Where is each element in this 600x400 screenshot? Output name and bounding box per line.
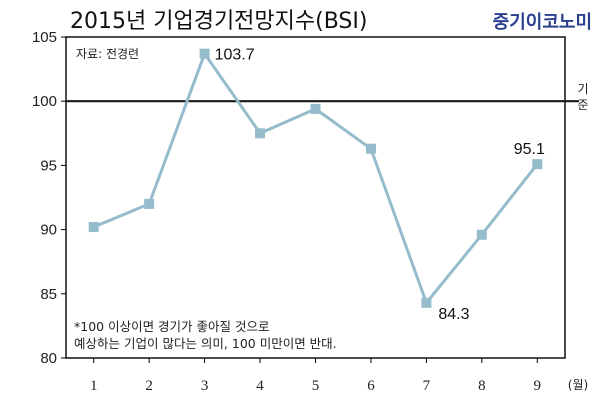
plot-frame — [65, 36, 566, 359]
source-label: 자료: 전경련 — [76, 47, 139, 61]
x-axis-unit: (월) — [568, 378, 588, 392]
data-label: 95.1 — [514, 141, 545, 158]
y-tick-label: 105 — [32, 29, 57, 46]
data-point-marker — [365, 143, 376, 154]
x-tick-label: 4 — [256, 378, 264, 394]
x-tick-label: 2 — [145, 378, 153, 394]
baseline-label-char-2: 준 — [577, 98, 588, 112]
data-point-marker — [532, 159, 543, 170]
data-point-marker — [421, 297, 432, 308]
chart-title: 2015년 기업경기전망지수(BSI) — [70, 9, 367, 34]
plot-area: 80 85 90 95 100 105 1 2 3 4 5 6 7 8 9 103.7 84.3 95.1 — [32, 29, 579, 394]
brand-logo: 중기이코노미 — [493, 12, 592, 33]
data-point-marker — [199, 48, 210, 59]
baseline-label-char-1: 기 — [577, 82, 588, 96]
series-line — [93, 52, 539, 305]
y-tick-label: 100 — [32, 93, 57, 110]
y-tick-label: 85 — [40, 286, 57, 303]
y-tick-label: 80 — [40, 350, 57, 367]
y-tick-label: 90 — [40, 222, 57, 239]
data-point-marker — [88, 222, 99, 233]
x-tick-label: 9 — [534, 378, 542, 394]
x-tick-label: 5 — [312, 378, 320, 394]
x-tick-label: 3 — [201, 378, 209, 394]
data-point-marker — [144, 198, 155, 209]
x-tick-label: 7 — [423, 378, 431, 394]
x-tick-label: 8 — [478, 378, 486, 394]
note-line-1: *100 이상이면 경기가 좋아질 것으로 — [74, 319, 270, 334]
data-point-marker — [255, 128, 266, 139]
data-label: 84.3 — [438, 306, 469, 323]
y-tick-label: 95 — [40, 157, 57, 174]
data-label: 103.7 — [215, 47, 255, 64]
data-point-marker — [310, 103, 321, 114]
x-tick-label: 6 — [367, 378, 375, 394]
note-line-2: 예상하는 기업이 많다는 의미, 100 미만이면 반대. — [74, 336, 337, 351]
data-point-marker — [476, 229, 487, 240]
x-tick-label: 1 — [90, 378, 98, 394]
